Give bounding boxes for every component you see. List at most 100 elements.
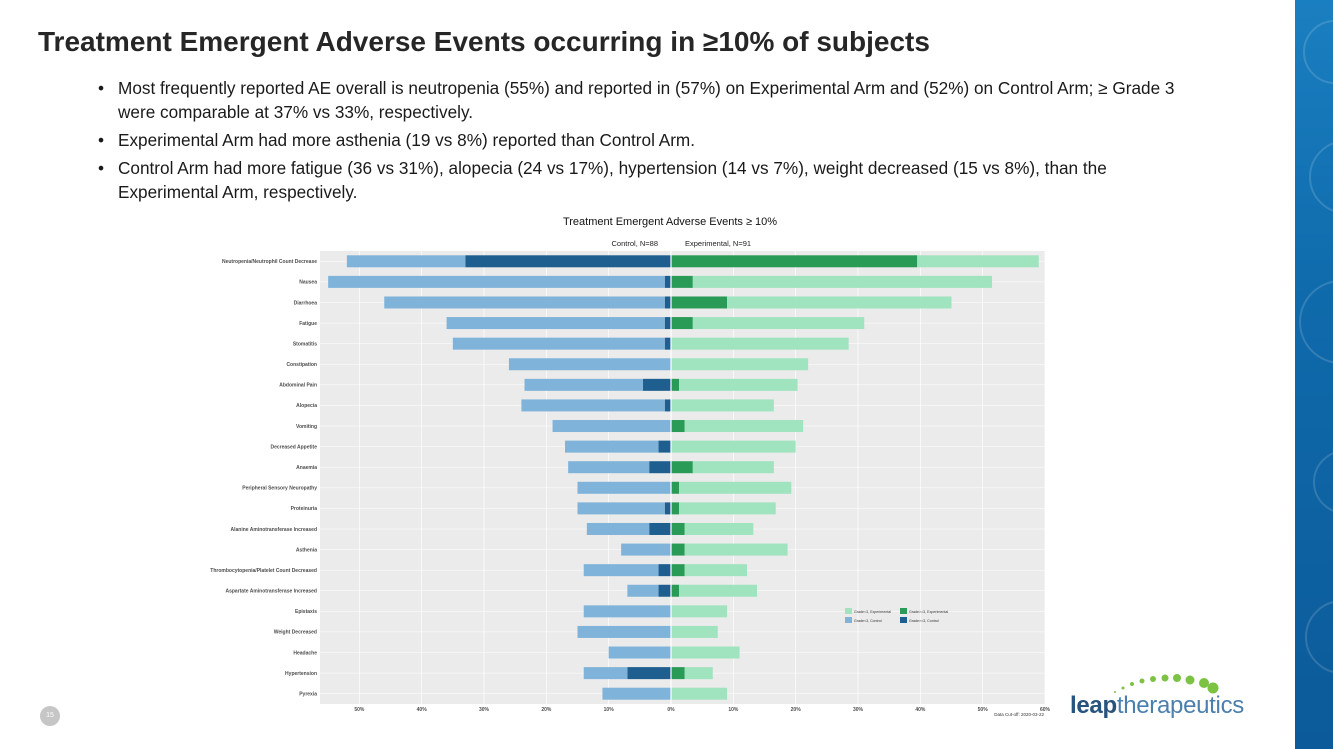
y-tick-label: Vomiting (296, 424, 317, 430)
bullet-list: • Most frequently reported AE overall is … (98, 76, 1208, 208)
bar-control-grade-lt3 (346, 255, 466, 268)
bar-control-grade-lt3 (328, 275, 665, 288)
bar-control-grade-lt3 (583, 605, 671, 618)
y-tick-label: Aspartate Aminotransferase Increased (225, 589, 317, 595)
bar-experimental-grade3plus (671, 667, 685, 680)
bar-control-grade3plus (664, 399, 671, 412)
bar-experimental-grade-lt3 (684, 543, 788, 556)
decor-circle (1305, 600, 1333, 674)
bar-experimental-grade-lt3 (671, 625, 718, 638)
bar-control-grade-lt3 (384, 296, 665, 309)
logo-word-light: therapeutics (1116, 692, 1244, 719)
bar-experimental-grade-lt3 (679, 584, 758, 597)
bar-control-grade-lt3 (583, 564, 659, 577)
bar-experimental-grade-lt3 (671, 440, 796, 453)
y-tick-label: Fatigue (299, 321, 317, 327)
y-tick-label: Diarrhoea (294, 300, 318, 306)
bar-control-grade-lt3 (577, 481, 671, 494)
y-tick-label: Stomatitis (293, 341, 317, 347)
legend-label: Grade<3, Experimental (854, 610, 891, 614)
bar-control-grade-lt3 (521, 399, 665, 412)
data-cutoff-note: Data Cut-off: 2020-03-22 (994, 712, 1044, 717)
right-decorative-bar (1295, 0, 1333, 749)
bar-control-grade3plus (658, 440, 671, 453)
y-tick-label: Pyrexia (299, 692, 317, 698)
x-tick-label: 10% (728, 707, 739, 713)
bullet-item: • Control Arm had more fatigue (36 vs 31%… (98, 156, 1208, 204)
bar-control-grade-lt3 (552, 420, 671, 433)
chart-title: Treatment Emergent Adverse Events ≥ 10% (562, 216, 778, 228)
bar-experimental-grade-lt3 (679, 502, 776, 515)
y-tick-label: Hypertension (285, 671, 317, 677)
bar-control-grade3plus (664, 317, 671, 330)
bar-control-grade3plus (658, 584, 671, 597)
bar-experimental-grade3plus (671, 296, 728, 309)
bar-control-grade-lt3 (577, 625, 671, 638)
bar-experimental-grade-lt3 (917, 255, 1039, 268)
bullet-item: • Experimental Arm had more asthenia (19 … (98, 128, 1208, 152)
bar-control-grade-lt3 (627, 584, 659, 597)
bar-control-grade3plus (627, 667, 671, 680)
bar-experimental-grade3plus (671, 543, 685, 556)
bar-control-grade-lt3 (568, 461, 650, 474)
decor-circle (1313, 450, 1333, 514)
decor-circle (1309, 140, 1333, 214)
chart-subtitle-experimental: Experimental, N=91 (685, 239, 752, 248)
x-tick-label: 30% (853, 707, 864, 713)
bar-experimental-grade3plus (671, 584, 680, 597)
bar-control-grade-lt3 (446, 317, 665, 330)
bar-experimental-grade3plus (671, 317, 693, 330)
bullet-item: • Most frequently reported AE overall is … (98, 76, 1208, 124)
y-tick-label: Decreased Appetite (271, 444, 318, 450)
bullet-text: Experimental Arm had more asthenia (19 v… (118, 130, 696, 150)
x-tick-label: 50% (978, 707, 989, 713)
bullet-text: Most frequently reported AE overall is n… (118, 78, 1175, 122)
y-tick-label: Nausea (299, 280, 317, 286)
bar-control-grade3plus (664, 502, 671, 515)
bar-control-grade-lt3 (565, 440, 659, 453)
bullet-marker: • (98, 130, 105, 150)
x-tick-label: 20% (791, 707, 802, 713)
bar-experimental-grade-lt3 (684, 667, 713, 680)
y-tick-label: Proteinuria (291, 506, 318, 512)
bullet-text: Control Arm had more fatigue (36 vs 31%)… (118, 158, 1107, 202)
bar-experimental-grade-lt3 (671, 337, 849, 350)
bar-control-grade3plus (649, 522, 671, 535)
x-tick-label: 40% (417, 707, 428, 713)
bar-experimental-grade-lt3 (684, 522, 754, 535)
bar-control-grade3plus (658, 564, 671, 577)
bar-experimental-grade-lt3 (671, 399, 774, 412)
y-tick-label: Asthenia (296, 547, 317, 553)
bar-experimental-grade3plus (671, 378, 680, 391)
bar-control-grade-lt3 (524, 378, 643, 391)
y-tick-label: Epistaxis (295, 609, 317, 615)
decor-circle (1303, 20, 1333, 84)
bar-experimental-grade-lt3 (671, 646, 740, 659)
decor-circle (1299, 280, 1333, 364)
logo-word-bold: leap (1070, 692, 1117, 719)
y-tick-label: Neutropenia/Neutrophil Count Decrease (222, 259, 317, 265)
bar-control-grade-lt3 (602, 687, 671, 700)
bar-experimental-grade3plus (671, 502, 680, 515)
chart-subtitle-control: Control, N=88 (611, 239, 658, 248)
slide-title: Treatment Emergent Adverse Events occurr… (38, 26, 930, 57)
x-tick-label: 0% (667, 707, 675, 713)
company-logo: leaptherapeutics (1070, 668, 1260, 728)
bar-control-grade3plus (642, 378, 671, 391)
y-tick-label: Peripheral Sensory Neuropathy (242, 486, 317, 492)
bar-experimental-grade-lt3 (671, 687, 728, 700)
bar-experimental-grade-lt3 (692, 461, 774, 474)
x-tick-label: 10% (604, 707, 615, 713)
bar-control-grade3plus (649, 461, 671, 474)
bar-control-grade3plus (664, 337, 671, 350)
x-tick-label: 30% (479, 707, 490, 713)
legend-label: Grade>=3, Experimental (909, 610, 948, 614)
bar-experimental-grade3plus (671, 481, 680, 494)
bar-experimental-grade3plus (671, 420, 685, 433)
logo-dots-icon (1114, 674, 1219, 694)
legend-swatch (900, 608, 907, 614)
bar-experimental-grade-lt3 (727, 296, 952, 309)
y-tick-label: Thrombocytopenia/Platelet Count Decrease… (210, 568, 317, 574)
y-tick-label: Anaemia (296, 465, 317, 471)
